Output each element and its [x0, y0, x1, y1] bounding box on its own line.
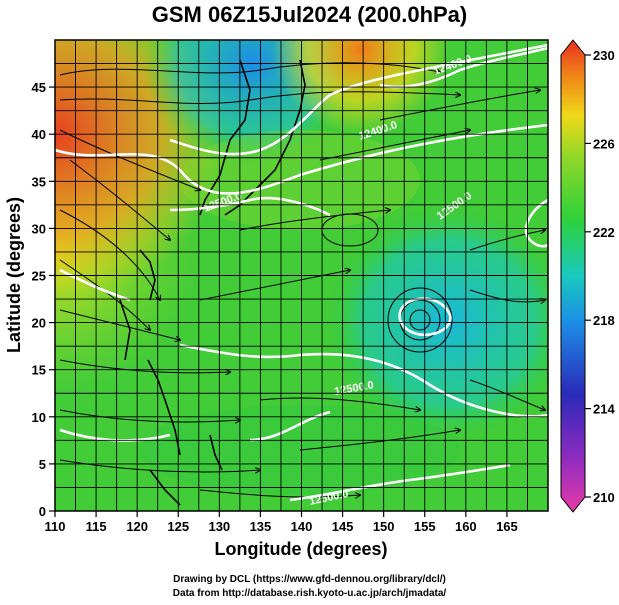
- colorbar-tick-label: 218: [593, 313, 615, 328]
- x-tick-label: 110: [45, 519, 66, 534]
- y-tick-label: 15: [32, 363, 46, 378]
- y-tick-label: 40: [32, 127, 46, 142]
- y-tick-label: 5: [39, 457, 46, 472]
- credit-dcl: Drawing by DCL (https://www.gfd-dennou.o…: [173, 574, 446, 585]
- y-tick-label: 35: [32, 174, 46, 189]
- colorbar-tick-label: 230: [593, 48, 615, 63]
- x-tick-label: 160: [455, 519, 477, 534]
- colorbar-bar: [560, 39, 586, 513]
- colorbar-tick-label: 210: [593, 490, 615, 505]
- height-contours: [54, 43, 549, 502]
- y-tick-label: 10: [32, 410, 46, 425]
- y-axis-title: Latitude (degrees): [4, 197, 24, 353]
- x-tick-label: 115: [86, 519, 107, 534]
- chart-title: GSM 06Z15Jul2024 (200.0hPa): [151, 2, 468, 27]
- x-tick-label: 150: [373, 519, 395, 534]
- colorbar-tick-label: 222: [593, 225, 615, 240]
- y-tick-label: 30: [32, 221, 46, 236]
- x-tick-label: 145: [332, 519, 354, 534]
- colorbar-tick-label: 214: [593, 402, 615, 417]
- x-tick-label: 135: [250, 519, 272, 534]
- x-tick-label: 165: [496, 519, 518, 534]
- y-tick-label: 25: [32, 269, 46, 284]
- x-tick-label: 155: [414, 519, 436, 534]
- colorbar-ticks: 210 214 218 222 226 230: [585, 48, 615, 505]
- grid-lines: [55, 40, 548, 511]
- y-axis: 0 5 10 15 20 25 30 35 40 45: [32, 80, 55, 519]
- x-tick-label: 120: [126, 519, 148, 534]
- credit-data: Data from http://database.rish.kyoto-u.a…: [172, 588, 447, 599]
- y-tick-label: 45: [32, 80, 46, 95]
- streamlines: [59, 62, 545, 497]
- y-tick-label: 0: [39, 504, 46, 519]
- x-axis-title: Longitude (degrees): [214, 539, 387, 559]
- colorbar-tick-label: 226: [593, 136, 615, 151]
- x-tick-label: 140: [291, 519, 313, 534]
- x-tick-label: 125: [167, 519, 189, 534]
- x-tick-label: 130: [208, 519, 230, 534]
- x-axis: 110 115 120 125 130 135 140 145 150 155 160 165: [45, 511, 518, 534]
- colorbar: 210 214 218 222 226 230: [560, 39, 615, 513]
- y-tick-label: 20: [32, 316, 46, 331]
